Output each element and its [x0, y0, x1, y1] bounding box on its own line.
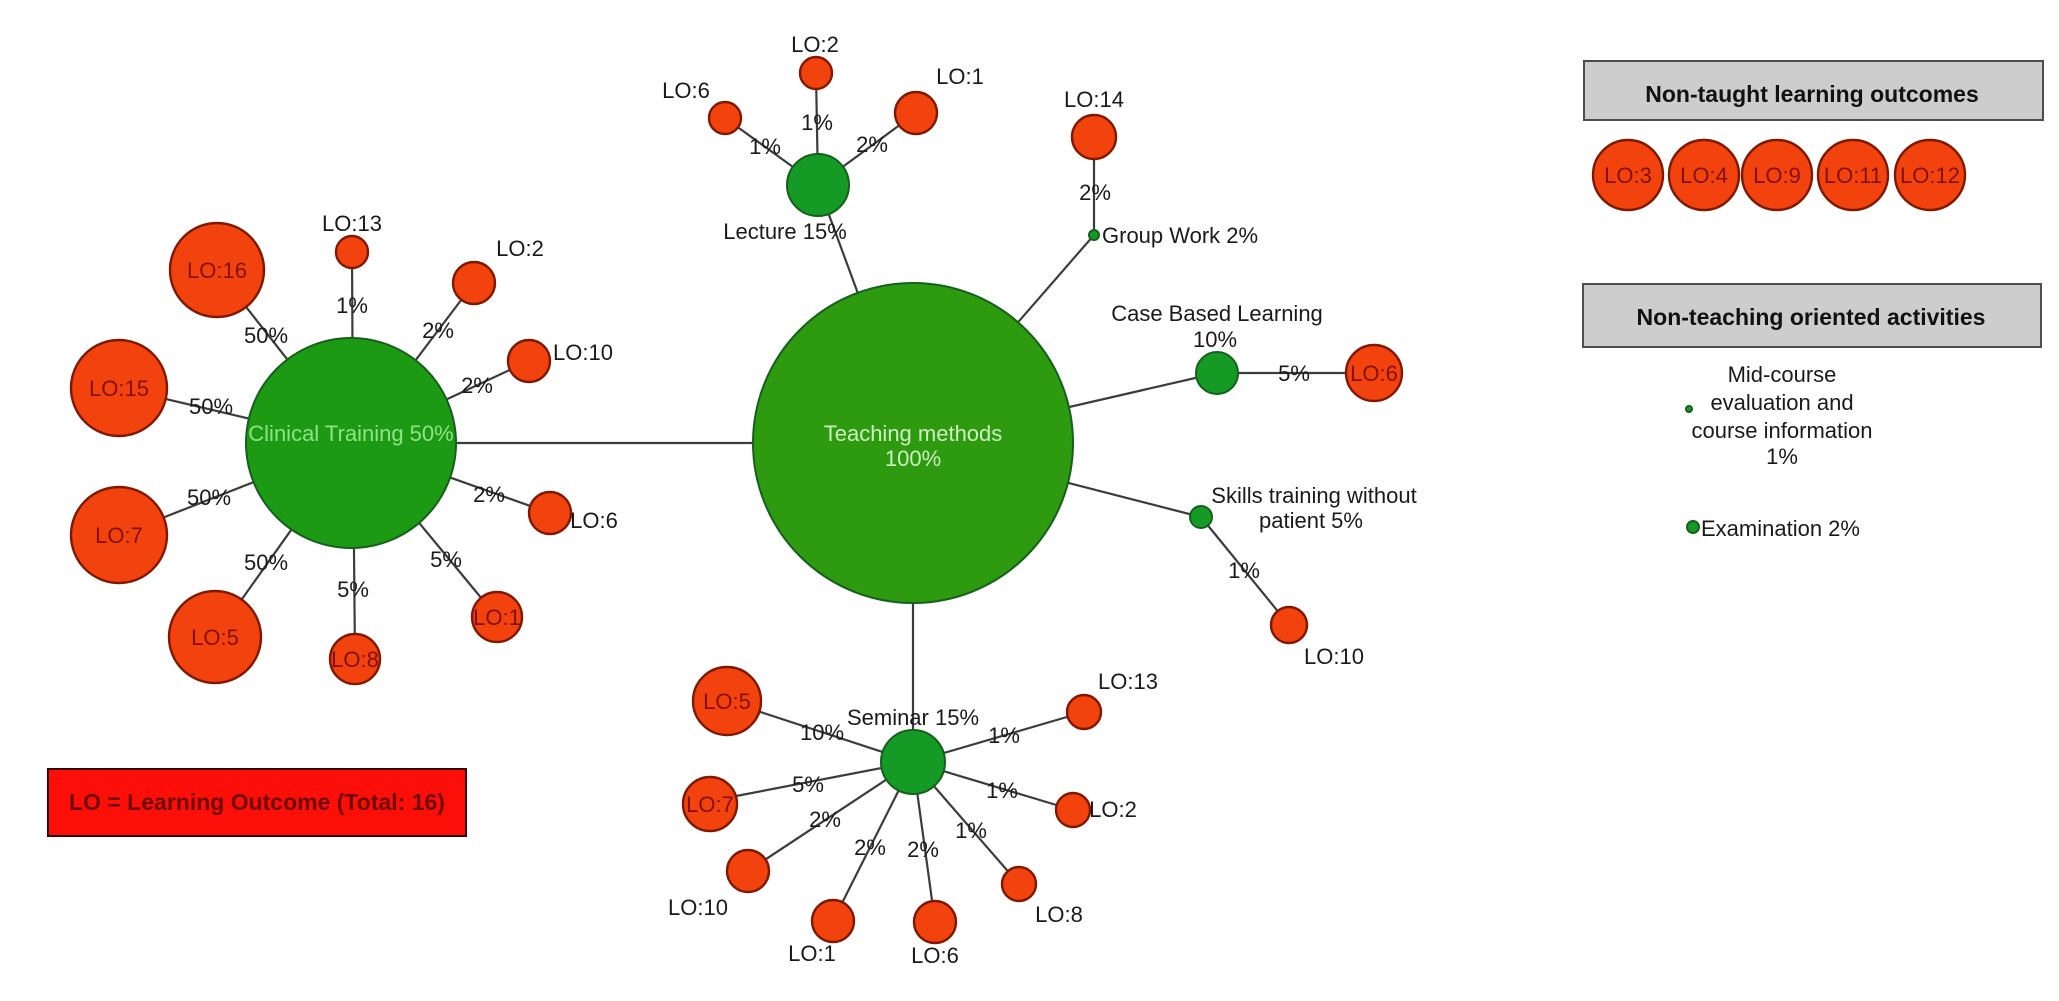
svg-text:Examination 2%: Examination 2%	[1701, 516, 1860, 541]
svg-text:2%: 2%	[1079, 180, 1111, 205]
svg-text:course information: course information	[1692, 418, 1873, 443]
svg-text:Lecture 15%: Lecture 15%	[723, 219, 847, 244]
svg-text:LO:10: LO:10	[668, 895, 728, 920]
svg-text:LO:1: LO:1	[788, 941, 836, 966]
svg-text:LO:10: LO:10	[1304, 644, 1364, 669]
svg-text:1%: 1%	[986, 778, 1018, 803]
svg-text:2%: 2%	[809, 807, 841, 832]
svg-text:Non-taught learning outcomes: Non-taught learning outcomes	[1645, 81, 1979, 107]
svg-text:LO:14: LO:14	[1064, 87, 1124, 112]
svg-text:LO:7: LO:7	[95, 523, 143, 548]
svg-text:2%: 2%	[856, 132, 888, 157]
svg-text:2%: 2%	[473, 482, 505, 507]
svg-text:Non-teaching oriented activiti: Non-teaching oriented activities	[1637, 304, 1986, 330]
svg-text:Teaching methods: Teaching methods	[824, 421, 1003, 446]
svg-text:LO:15: LO:15	[89, 376, 149, 401]
svg-text:50%: 50%	[244, 550, 288, 575]
svg-text:LO:3: LO:3	[1604, 163, 1652, 188]
svg-text:1%: 1%	[1766, 444, 1798, 469]
svg-text:LO:9: LO:9	[1753, 163, 1801, 188]
svg-text:evaluation and: evaluation and	[1710, 390, 1853, 415]
svg-text:LO:5: LO:5	[703, 689, 751, 714]
svg-text:LO:6: LO:6	[1350, 361, 1398, 386]
svg-text:LO:6: LO:6	[911, 943, 959, 968]
svg-text:LO:12: LO:12	[1900, 163, 1960, 188]
svg-text:Seminar 15%: Seminar 15%	[847, 705, 979, 730]
svg-text:1%: 1%	[988, 723, 1020, 748]
svg-text:LO:2: LO:2	[1089, 797, 1137, 822]
svg-text:LO:16: LO:16	[187, 258, 247, 283]
svg-text:LO:13: LO:13	[322, 211, 382, 236]
svg-text:LO:1: LO:1	[473, 605, 521, 630]
svg-text:LO:5: LO:5	[191, 625, 239, 650]
svg-text:LO:8: LO:8	[331, 647, 379, 672]
svg-text:100%: 100%	[885, 446, 941, 471]
svg-text:Clinical Training 50%: Clinical Training 50%	[248, 421, 453, 446]
svg-text:LO:7: LO:7	[686, 792, 734, 817]
svg-text:LO:13: LO:13	[1098, 669, 1158, 694]
svg-text:2%: 2%	[907, 837, 939, 862]
svg-text:LO:6: LO:6	[570, 508, 618, 533]
svg-text:LO:10: LO:10	[553, 340, 613, 365]
svg-text:1%: 1%	[1228, 558, 1260, 583]
svg-text:2%: 2%	[854, 835, 886, 860]
svg-text:patient 5%: patient 5%	[1259, 508, 1363, 533]
svg-text:LO:11: LO:11	[1824, 163, 1882, 188]
svg-text:LO:8: LO:8	[1035, 902, 1083, 927]
svg-text:Skills training without: Skills training without	[1211, 483, 1416, 508]
svg-text:1%: 1%	[749, 134, 781, 159]
svg-text:50%: 50%	[189, 394, 233, 419]
svg-text:LO = Learning Outcome (Total:: LO = Learning Outcome (Total: 16)	[69, 789, 445, 815]
svg-text:5%: 5%	[792, 772, 824, 797]
svg-text:Case Based Learning: Case Based Learning	[1111, 301, 1323, 326]
svg-text:Group Work 2%: Group Work 2%	[1102, 223, 1258, 248]
svg-text:5%: 5%	[430, 547, 462, 572]
svg-text:LO:6: LO:6	[662, 78, 710, 103]
svg-text:1%: 1%	[336, 293, 368, 318]
svg-text:2%: 2%	[461, 373, 493, 398]
svg-text:50%: 50%	[244, 323, 288, 348]
svg-text:5%: 5%	[1278, 361, 1310, 386]
svg-text:5%: 5%	[337, 577, 369, 602]
svg-text:1%: 1%	[955, 818, 987, 843]
svg-text:Mid-course: Mid-course	[1728, 362, 1837, 387]
svg-text:2%: 2%	[422, 318, 454, 343]
svg-text:LO:2: LO:2	[791, 32, 839, 57]
svg-text:LO:2: LO:2	[496, 236, 544, 261]
svg-text:10%: 10%	[800, 720, 844, 745]
svg-text:50%: 50%	[187, 485, 231, 510]
svg-text:10%: 10%	[1193, 327, 1237, 352]
svg-text:1%: 1%	[801, 110, 833, 135]
svg-text:LO:1: LO:1	[936, 64, 984, 89]
svg-text:LO:4: LO:4	[1680, 163, 1728, 188]
